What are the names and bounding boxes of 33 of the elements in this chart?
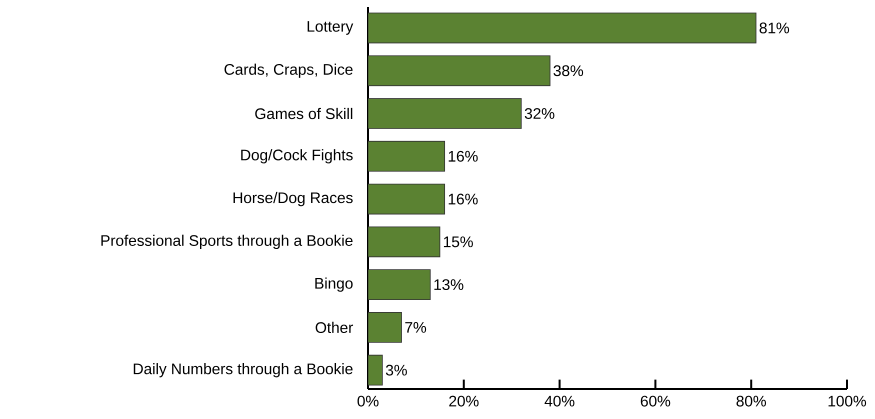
y-tick-label: Cards, Craps, Dice bbox=[224, 64, 353, 78]
y-tick-label: Professional Sports through a Bookie bbox=[101, 234, 353, 249]
y-tick-label: Lottery bbox=[308, 21, 354, 35]
data-label: 32% bbox=[524, 108, 554, 119]
data-label: 16% bbox=[448, 194, 478, 204]
y-tick-label: Bingo bbox=[315, 277, 353, 292]
data-label: 7% bbox=[405, 322, 426, 333]
bar bbox=[368, 98, 522, 129]
y-tick-label: Daily Numbers through a Bookie bbox=[134, 363, 353, 378]
y-tick-label: Other bbox=[316, 322, 354, 334]
data-label: 16% bbox=[448, 150, 478, 162]
data-label: 3% bbox=[386, 364, 407, 376]
bar bbox=[368, 312, 402, 343]
data-label: 15% bbox=[444, 236, 473, 248]
data-label: 81% bbox=[760, 22, 790, 34]
y-tick-label: Horse/Dog Races bbox=[234, 192, 353, 206]
bar bbox=[368, 354, 383, 386]
x-tick-label: 60% bbox=[640, 396, 670, 407]
bar bbox=[368, 269, 431, 300]
bar bbox=[368, 12, 756, 44]
y-tick-label: Dog/Cock Fights bbox=[241, 149, 353, 164]
bar bbox=[368, 55, 550, 86]
data-label: 13% bbox=[434, 279, 464, 290]
x-tick-label: 0% bbox=[358, 396, 379, 407]
y-tick-label: Games of Skill bbox=[255, 108, 352, 120]
bar bbox=[368, 226, 440, 258]
bar bbox=[368, 184, 446, 214]
x-tick-label: 100% bbox=[828, 396, 866, 407]
bar bbox=[368, 140, 446, 172]
data-label: 38% bbox=[554, 65, 584, 76]
x-tick-label: 40% bbox=[544, 396, 574, 407]
x-tick-label: 20% bbox=[449, 396, 479, 407]
x-tick-label: 80% bbox=[736, 396, 766, 407]
